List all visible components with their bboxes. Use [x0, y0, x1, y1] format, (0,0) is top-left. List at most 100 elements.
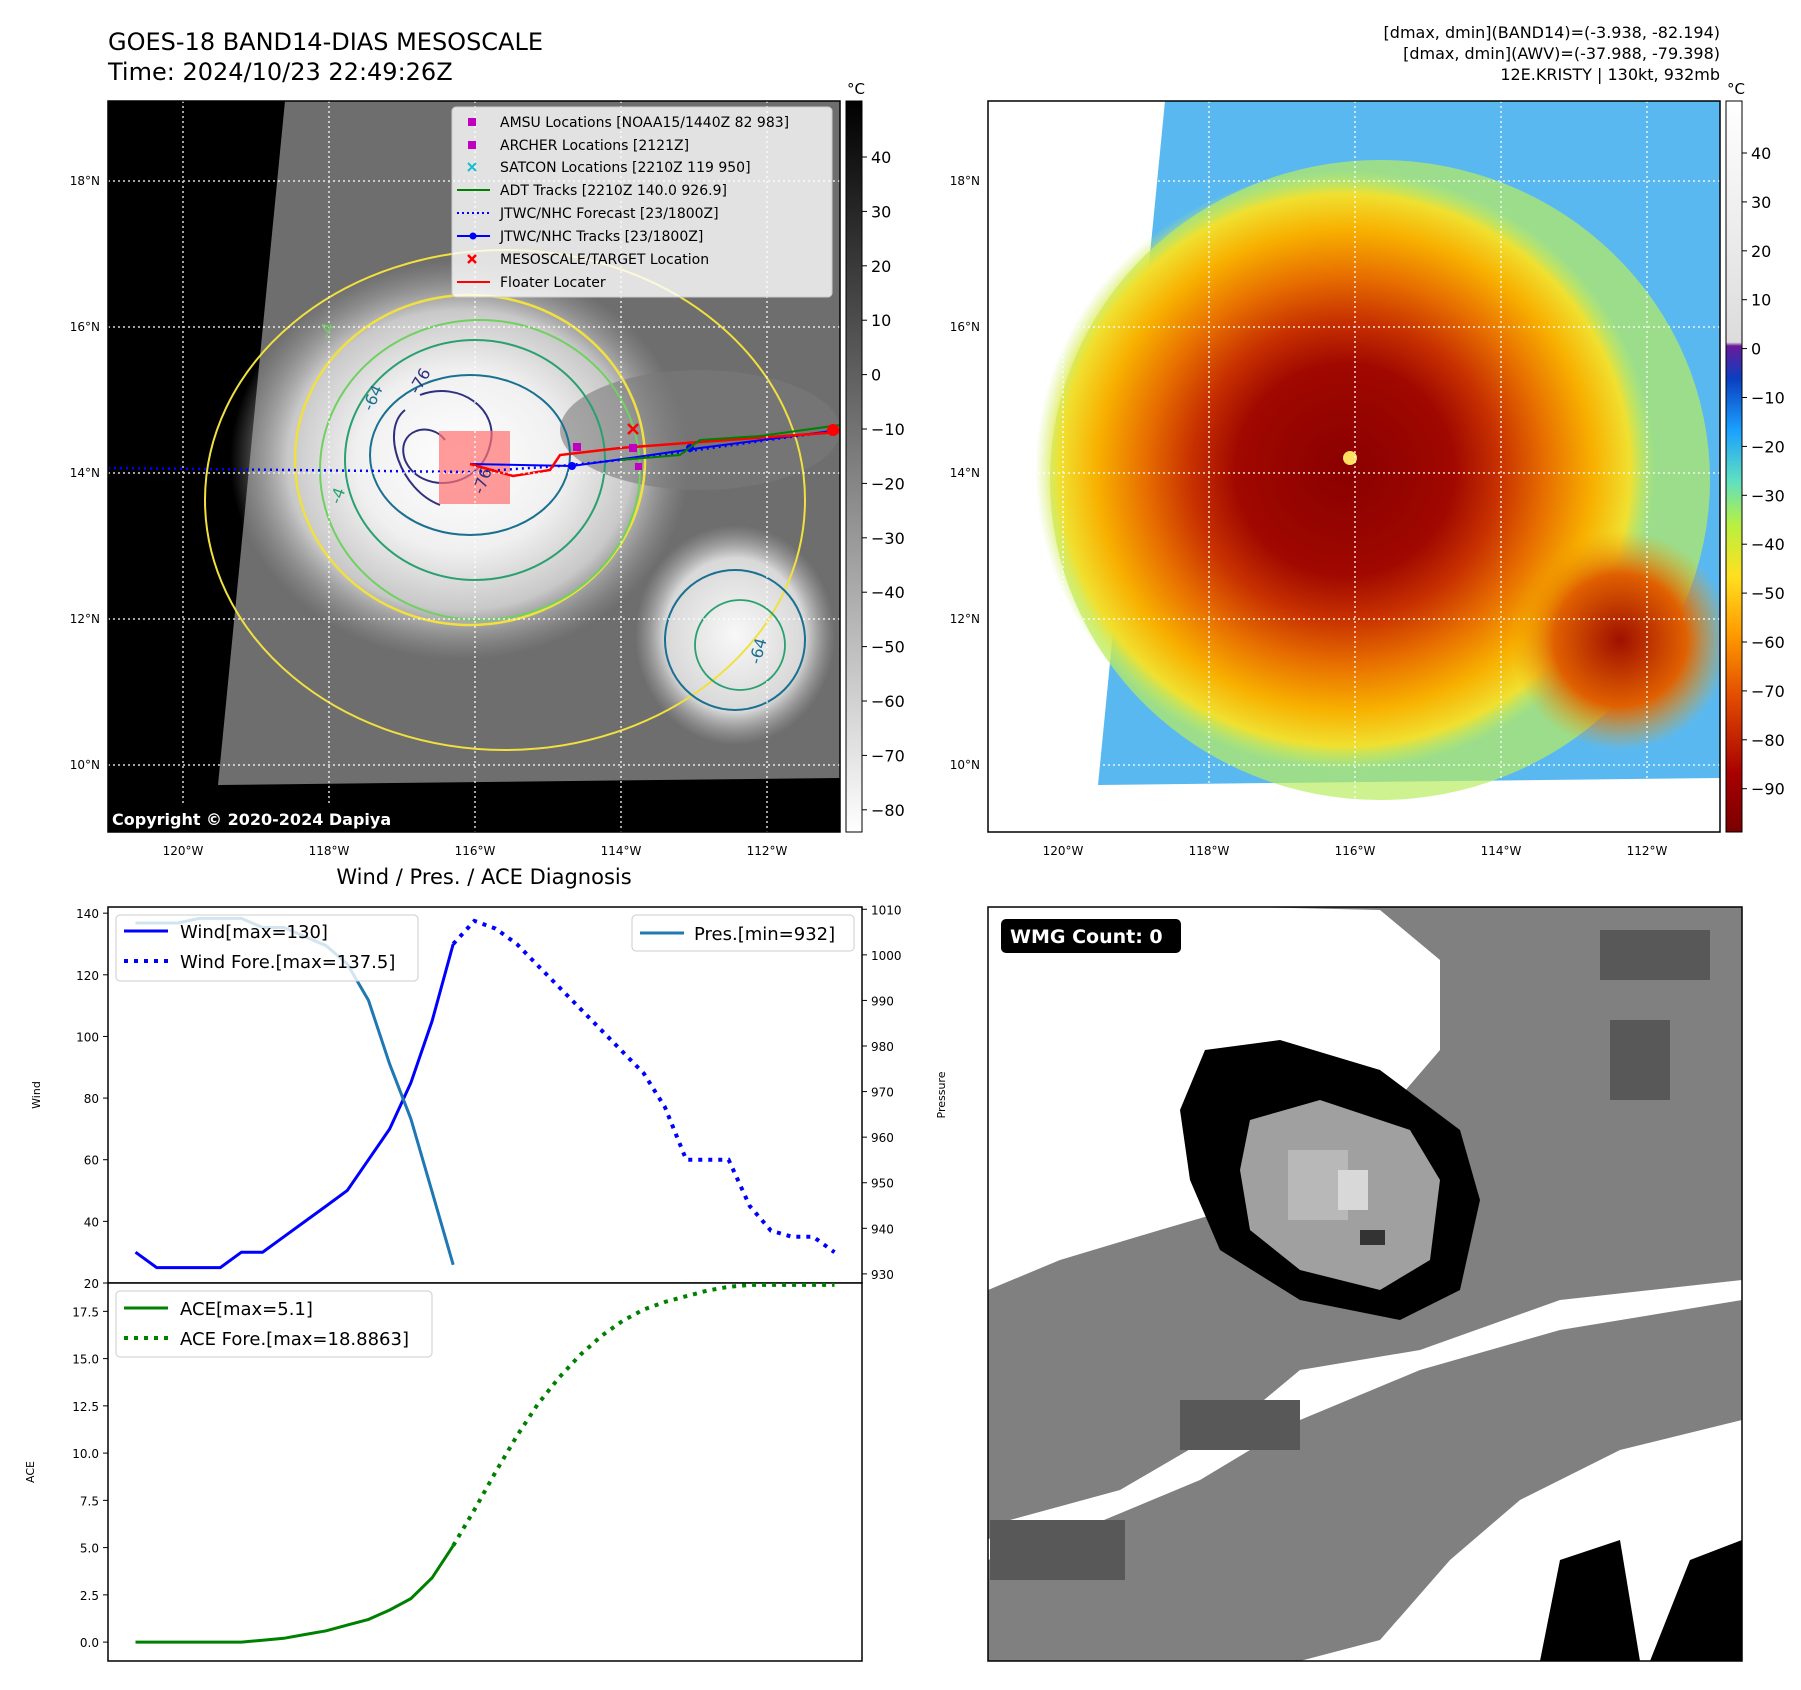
colorbar-tick-label: −70 [1751, 682, 1785, 701]
colorbar-tick-label: −10 [1751, 389, 1785, 408]
legend-swatch-target [467, 254, 477, 264]
pressure-tick-label: 940 [871, 1222, 894, 1236]
colorbar-tick-label: 40 [871, 148, 891, 167]
ace-tick-label: 10.0 [72, 1447, 99, 1461]
pressure-tick-label: 930 [871, 1268, 894, 1282]
colorbar-tick-label: 30 [1751, 193, 1771, 212]
contour-se-green [694, 599, 786, 691]
colorbar-tick-label: −60 [1751, 633, 1785, 652]
lon-label: 120°W [1043, 844, 1084, 858]
lon-label: 112°W [747, 844, 788, 858]
pressure-axis-label: Pressure [935, 1071, 948, 1118]
gray-colorbar-unit: °C [847, 80, 865, 98]
lat-label: 10°N [950, 758, 980, 772]
lon-label: 118°W [1189, 844, 1230, 858]
wind-tick-label: 80 [84, 1092, 99, 1106]
colorbar-tick-label: 10 [1751, 291, 1771, 310]
right-map-lon-labels: 120°W 118°W 116°W 114°W 112°W [1043, 844, 1668, 858]
wind-axis-label: Wind [30, 1081, 43, 1109]
wind-legend: Wind[max=130] Wind Fore.[max=137.5] [115, 914, 419, 982]
target-point-e [827, 424, 839, 436]
figure-title-line2: Time: 2024/10/23 22:49:26Z [107, 58, 453, 86]
target-x-marker [627, 423, 639, 435]
contour-label: -4 [316, 321, 338, 341]
forecast-track [108, 428, 840, 474]
colorbar-tick-label: −70 [871, 746, 905, 765]
legend-label: SATCON Locations [2210Z 119 950] [500, 160, 751, 176]
diagnosis-title: Wind / Pres. / ACE Diagnosis [336, 865, 631, 889]
colorbar-tick-label: −90 [1751, 780, 1785, 799]
ace-plot-marks [135, 1282, 835, 1644]
series-line-wind-max [134, 943, 455, 1270]
series-line-ace-max [135, 1544, 455, 1644]
wmg-dark-patch [990, 1520, 1125, 1580]
legend-label: JTWC/NHC Tracks [23/1800Z] [499, 229, 703, 245]
legend-label: ADT Tracks [2210Z 140.0 926.9] [500, 183, 727, 199]
colorbar-tick-label: −30 [871, 529, 905, 548]
right-map-lat-labels: 18°N 16°N 14°N 12°N 10°N [950, 174, 980, 772]
left-map-lat-labels: 18°N 16°N 14°N 12°N 10°N [70, 174, 100, 772]
lat-label: 16°N [950, 320, 980, 334]
lat-label: 12°N [70, 612, 100, 626]
wmg-black-stripe [1650, 1540, 1742, 1661]
lat-label: 18°N [950, 174, 980, 188]
colorbar-tick-label: −20 [1751, 437, 1785, 456]
color-colorbar-ticks: 40 30 20 10 0 −10 −20 −30 −40 −50 −60 −70 −80 −90 [1742, 144, 1785, 799]
colorbar-tick-label: 10 [871, 311, 891, 330]
colorbar-tick-label: 0 [871, 366, 881, 385]
ace-legend-label: ACE[max=5.1] [180, 1299, 313, 1320]
info-line3: 12E.KRISTY | 130kt, 932mb [1500, 65, 1720, 84]
wmg-eye-core-dark [1360, 1230, 1385, 1245]
wind-pressure-chart: 20 40 60 80 100 120 140 930 940 950 960 970 980 990 1… [30, 903, 948, 1291]
legend-swatch-tracks-dot [469, 232, 477, 240]
contour-green [344, 339, 606, 581]
wmg-lower-band [988, 1300, 1742, 1661]
map-legend: AMSU Locations [NOAA15/1440Z 82 983] ARC… [451, 106, 833, 298]
archer-marker [635, 463, 642, 470]
wmg-frame [987, 906, 1743, 1662]
pressure-legend: Pres.[min=932] [631, 914, 855, 952]
floater-track [469, 430, 840, 478]
contour-se-teal [664, 569, 806, 711]
colorbar-tick-label: 30 [871, 202, 891, 221]
ace-chart: 0.0 2.5 5.0 7.5 10.0 12.5 15.0 17.5 ACE ACE[max… [24, 1282, 863, 1662]
lon-label: 120°W [163, 844, 204, 858]
pressure-tick-label: 990 [871, 994, 894, 1008]
color-blob-se [1510, 530, 1720, 750]
wind-tick-label: 60 [84, 1154, 99, 1168]
ace-axis-ticks: 0.0 2.5 5.0 7.5 10.0 12.5 15.0 17.5 [72, 1305, 108, 1650]
ace-tick-label: 15.0 [72, 1353, 99, 1367]
ace-forecast-legend-label: ACE Fore.[max=18.8863] [180, 1329, 409, 1350]
wind-tick-label: 20 [84, 1277, 99, 1291]
color-eye [1343, 451, 1357, 465]
wind-axis-ticks: 20 40 60 80 100 120 140 [76, 907, 108, 1291]
colorbar-tick-label: −30 [1751, 486, 1785, 505]
lon-label: 112°W [1627, 844, 1668, 858]
wmg-count-label: WMG Count: 0 [1010, 926, 1163, 948]
legend-box [451, 106, 833, 298]
ace-tick-label: 7.5 [80, 1494, 99, 1508]
lat-label: 12°N [950, 612, 980, 626]
lon-label: 116°W [455, 844, 496, 858]
copyright-box [108, 806, 418, 832]
wmg-dark-patch [1180, 1400, 1300, 1450]
ace-legend: ACE[max=5.1] ACE Fore.[max=18.8863] [115, 1290, 433, 1358]
archer-marker [629, 444, 637, 452]
lat-label: 14°N [950, 466, 980, 480]
map-frame [107, 100, 841, 833]
series-line-wind-fore-max [451, 918, 836, 1254]
color-map-gridlines [988, 101, 1720, 832]
colorbar-tick-label: 0 [1751, 340, 1761, 359]
ace-axis-label: ACE [24, 1461, 37, 1483]
color-storm [1035, 170, 1655, 770]
pressure-tick-label: 1000 [871, 949, 902, 963]
pressure-legend-box [631, 914, 855, 952]
legend-label: AMSU Locations [NOAA15/1440Z 82 983] [500, 115, 789, 131]
pressure-tick-label: 1010 [871, 903, 902, 917]
wmg-dark-patch [1610, 1020, 1670, 1100]
wmg-panel: WMG Count: 0 [987, 906, 1743, 1662]
lat-label: 18°N [70, 174, 100, 188]
best-track [469, 429, 840, 468]
wmg-black-stripe [1540, 1540, 1640, 1661]
ace-tick-label: 17.5 [72, 1305, 99, 1319]
